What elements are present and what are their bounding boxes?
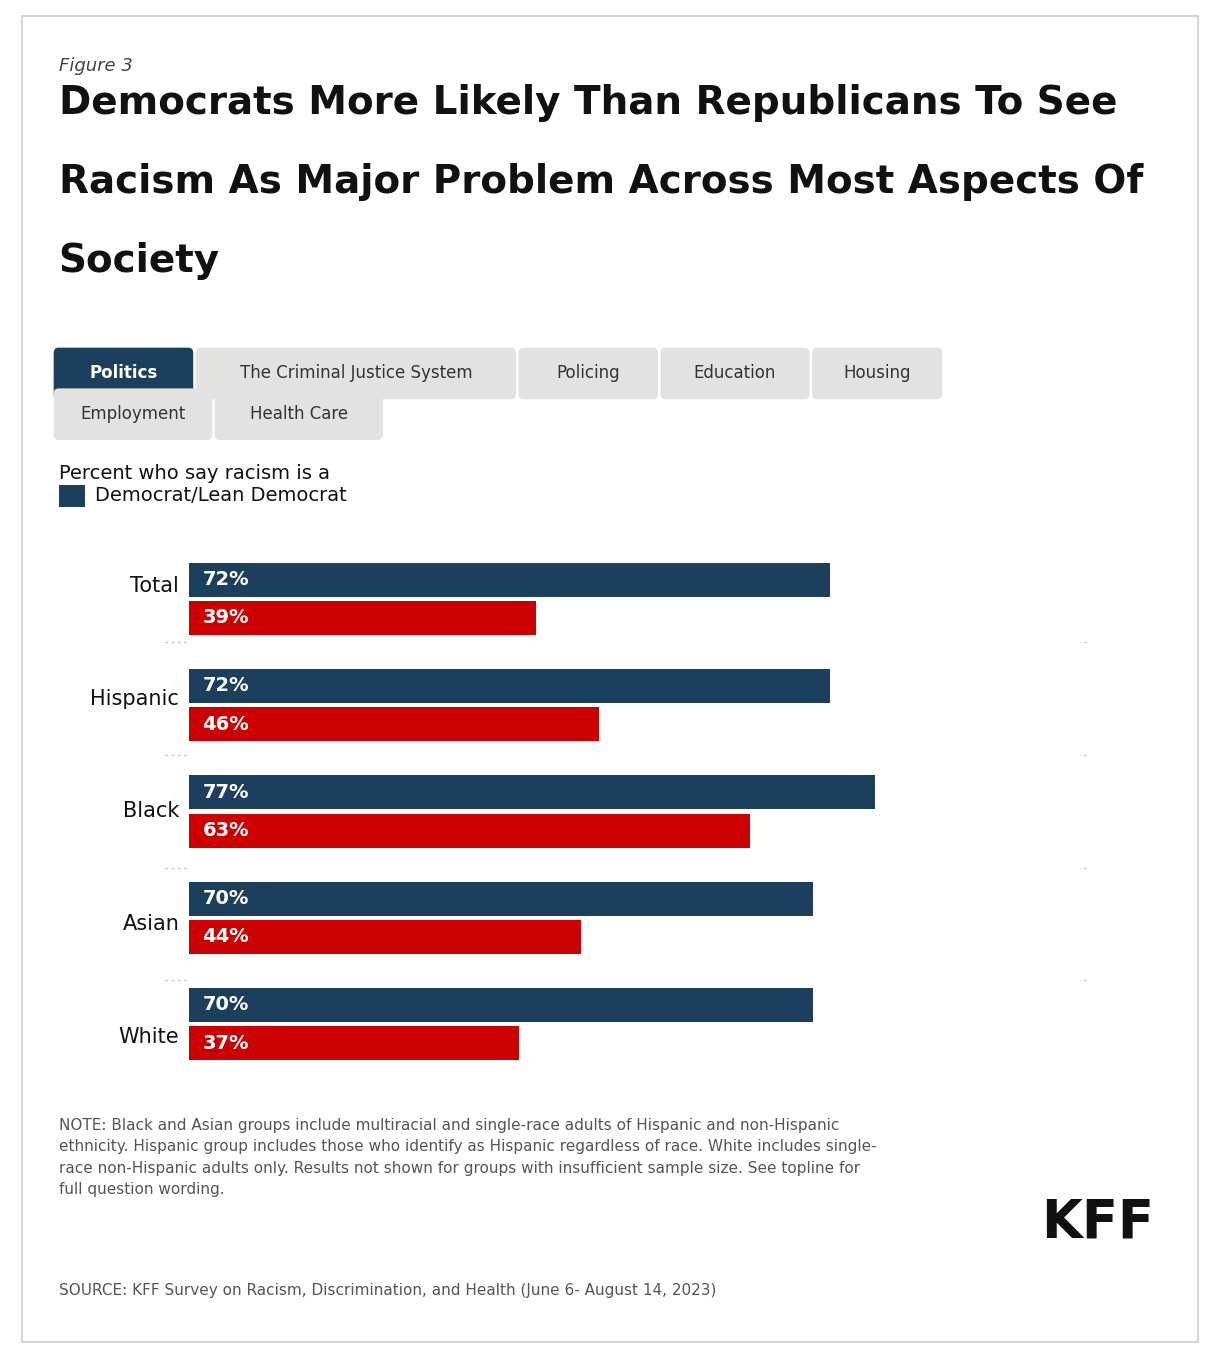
Text: Society: Society — [59, 242, 220, 280]
Text: 70%: 70% — [203, 995, 249, 1014]
Bar — [189, 708, 599, 741]
Text: Education: Education — [694, 364, 776, 383]
Text: 70%: 70% — [203, 889, 249, 909]
Text: NOTE: Black and Asian groups include multiracial and single-race adults of Hispa: NOTE: Black and Asian groups include mul… — [59, 1118, 876, 1198]
Text: Health Care: Health Care — [250, 405, 348, 424]
Bar — [189, 813, 750, 847]
Text: Racism As Major Problem Across Most Aspects Of: Racism As Major Problem Across Most Aspe… — [59, 163, 1143, 201]
Text: 37%: 37% — [203, 1033, 249, 1052]
Bar — [189, 669, 831, 703]
FancyBboxPatch shape — [59, 485, 85, 507]
Bar — [189, 562, 831, 596]
Text: Democrats More Likely Than Republicans To See: Democrats More Likely Than Republicans T… — [59, 84, 1118, 122]
Bar — [189, 987, 813, 1023]
Text: 77%: 77% — [203, 782, 249, 801]
Text: 39%: 39% — [203, 608, 249, 627]
Text: Housing: Housing — [843, 364, 911, 383]
Text: Hispanic: Hispanic — [90, 689, 179, 709]
Text: Total: Total — [131, 576, 179, 596]
Text: 63%: 63% — [203, 822, 249, 841]
FancyBboxPatch shape — [518, 348, 658, 399]
Text: Employment: Employment — [81, 405, 185, 424]
FancyBboxPatch shape — [54, 388, 212, 440]
Text: 44%: 44% — [203, 928, 249, 947]
Text: SOURCE: KFF Survey on Racism, Discrimination, and Health (June 6- August 14, 202: SOURCE: KFF Survey on Racism, Discrimina… — [59, 1283, 716, 1298]
Text: 72%: 72% — [203, 676, 249, 695]
Bar — [189, 600, 537, 636]
FancyBboxPatch shape — [54, 348, 193, 399]
Text: KFF: KFF — [1042, 1196, 1154, 1248]
Text: Percent who say racism is a: Percent who say racism is a — [59, 464, 336, 483]
FancyBboxPatch shape — [660, 348, 810, 399]
Text: Politics: Politics — [89, 364, 157, 383]
FancyBboxPatch shape — [215, 388, 383, 440]
Text: Figure 3: Figure 3 — [59, 57, 133, 75]
FancyBboxPatch shape — [195, 348, 516, 399]
Bar — [189, 919, 581, 953]
Text: Policing: Policing — [556, 364, 620, 383]
Text: 46%: 46% — [203, 714, 249, 733]
Text: Asian: Asian — [122, 914, 179, 934]
Text: Democrat/Lean Democrat: Democrat/Lean Democrat — [95, 486, 346, 505]
Text: 72%: 72% — [203, 570, 249, 589]
Bar — [189, 1027, 518, 1061]
Text: The Criminal Justice System: The Criminal Justice System — [239, 364, 472, 383]
FancyBboxPatch shape — [813, 348, 942, 399]
Bar — [189, 775, 875, 809]
Text: Black: Black — [123, 801, 179, 822]
Text: White: White — [118, 1027, 179, 1047]
Bar — [189, 881, 813, 915]
